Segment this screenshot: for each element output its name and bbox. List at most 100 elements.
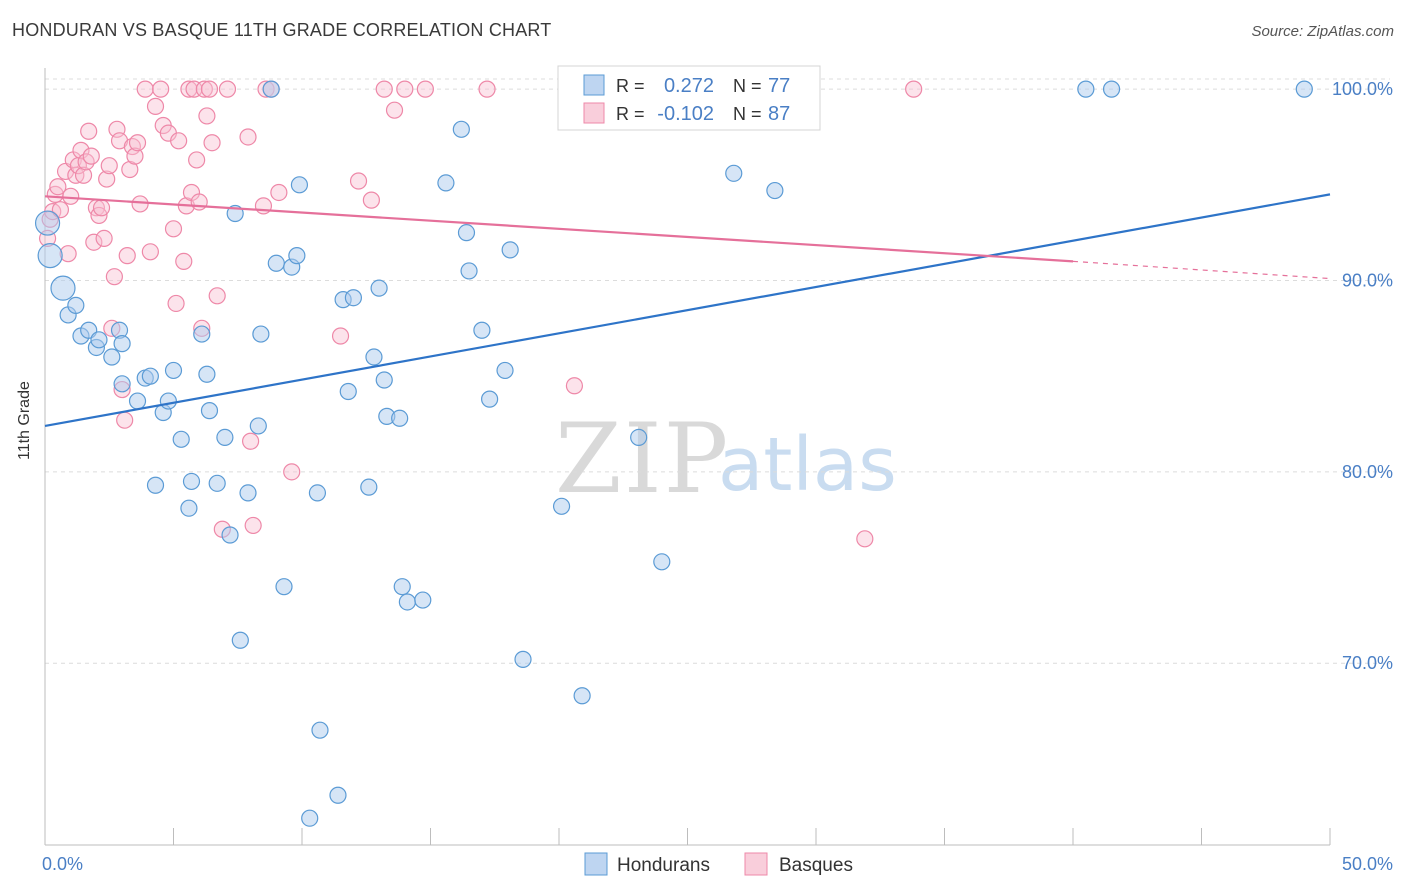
point-hondurans [200,402,219,420]
point-hondurans [290,176,309,194]
trendline-basques [44,195,1074,263]
point-hondurans [1077,80,1095,98]
point-hondurans [457,224,476,242]
point-hondurans [552,497,571,515]
point-basques [74,166,93,184]
point-hondurans [231,631,249,649]
point-hondurans [103,348,121,366]
stats-n-label: N = [733,76,762,96]
point-hondurans [329,786,347,804]
point-hondurans [452,120,470,138]
point-hondurans [437,174,455,192]
point-basques [270,183,288,202]
point-basques [80,122,98,140]
stats-n-label: N = [733,104,762,124]
point-hondurans [172,430,190,448]
point-hondurans [90,331,108,349]
point-basques [146,97,165,115]
legend-label-basques: Basques [779,855,853,876]
y-tick-label: 90.0% [1342,270,1393,290]
point-hondurans [365,348,383,366]
chart-title: HONDURAN VS BASQUE 11TH GRADE CORRELATIO… [12,20,552,40]
point-hondurans [141,367,159,385]
point-basques [170,132,188,150]
point-hondurans [1102,80,1121,98]
point-hondurans [360,478,378,496]
point-hondurans [301,809,319,827]
trendline-hondurans [44,193,1331,428]
point-hondurans [473,321,491,339]
point-hondurans [725,164,743,182]
legend-label-hondurans: Hondurans [617,855,710,876]
point-hondurans [311,721,329,739]
point-basques [141,243,159,261]
point-hondurans [267,254,285,272]
point-basques [188,151,206,169]
stats-n-value: 87 [768,103,790,125]
point-basques [283,463,301,481]
watermark-zip: ZIP [555,403,730,515]
point-basques [62,187,80,205]
point-hondurans [208,474,226,492]
point-basques [203,134,221,152]
point-basques [105,268,123,286]
point-hondurans [308,484,327,502]
point-hondurans [496,361,514,380]
point-hondurans [221,526,239,544]
stats-legend: R = 0.272 N = 77 R = -0.102 N = 87 [557,65,821,131]
point-basques [92,199,111,217]
point-hondurans [216,428,234,447]
point-hondurans [239,484,257,502]
point-hondurans [182,472,201,491]
point-hondurans [501,241,519,259]
point-hondurans [193,325,211,343]
point-hondurans [113,375,131,393]
stats-r-value: -0.102 [657,103,714,125]
point-basques [175,252,193,270]
point-basques [331,327,350,345]
point-basques [152,80,170,98]
point-basques [242,432,260,450]
stats-r-label: R = [616,76,645,96]
point-hondurans [370,279,388,297]
point-hondurans [113,335,131,353]
point-basques [208,287,226,305]
stats-r-label: R = [616,104,645,124]
legend-swatch-hondurans [584,852,608,876]
point-hondurans [180,499,198,517]
point-basques [128,134,147,152]
point-basques [116,411,134,429]
point-hondurans [288,247,306,265]
point-basques [478,80,496,98]
point-basques [195,80,213,98]
point-hondurans [128,392,147,410]
point-hondurans [573,687,591,705]
point-hondurans [414,591,432,609]
point-hondurans [514,650,532,668]
point-basques [200,80,219,98]
point-hondurans [146,476,165,494]
stats-n-value: 77 [768,75,790,97]
point-basques [95,229,113,247]
x-tick-label: 50.0% [1342,854,1393,874]
point-basques [126,147,144,165]
point-hondurans [481,390,499,408]
point-basques [49,178,67,196]
point-hondurans [275,578,293,596]
point-hondurans [393,578,411,596]
point-hondurans [339,382,357,401]
point-basques [136,80,154,98]
point-basques [375,80,393,98]
point-hondurans [375,371,393,389]
point-basques [100,157,118,175]
point-basques [856,530,874,548]
point-basques [198,107,216,125]
point-hondurans [159,392,177,410]
point-hondurans [460,262,478,280]
series-legend: Hondurans Basques [584,852,853,876]
y-tick-label: 80.0% [1342,462,1393,482]
point-basques [190,193,208,211]
point-basques [416,80,434,98]
point-hondurans [198,365,216,383]
